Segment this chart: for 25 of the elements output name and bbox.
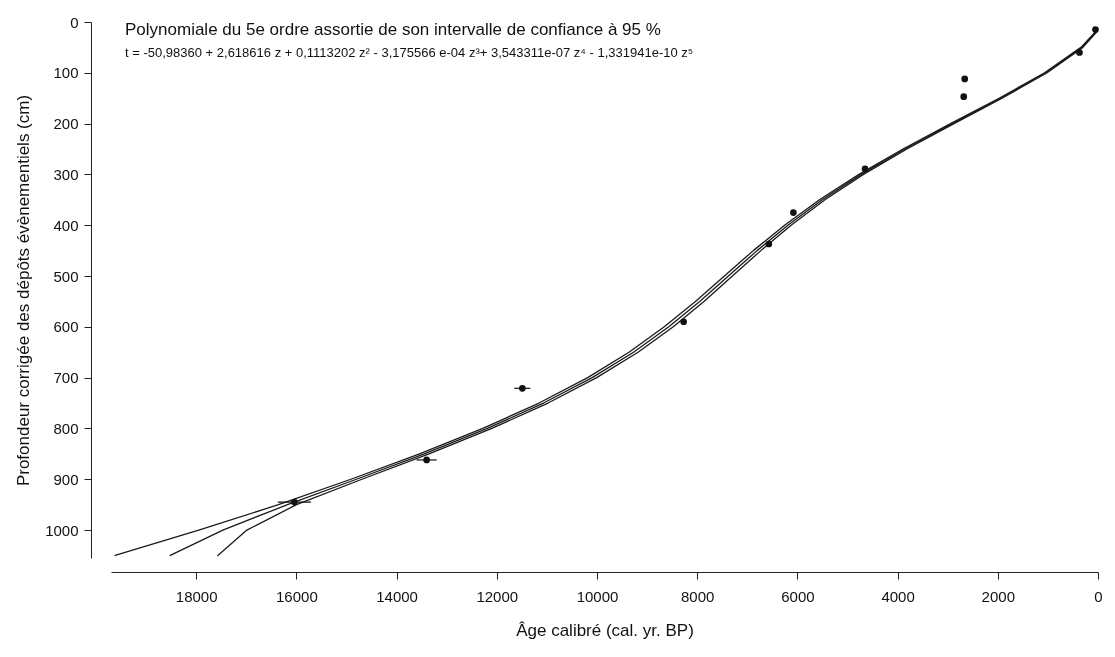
annotation: Polynomiale du 5e ordre assortie de son intervalle de confiance à 95 %	[125, 20, 661, 39]
y-tick-label: 400	[53, 216, 79, 234]
y-axis-title: Profondeur corrigée des dépôts évènementiels (cm)	[14, 94, 34, 487]
y-tick-label: 900	[53, 470, 79, 488]
x-tick-label: 4000	[881, 587, 915, 605]
y-tick-label: 0	[70, 13, 79, 31]
x-tick-label: 6000	[781, 587, 815, 605]
x-tick-label: 2000	[981, 587, 1015, 605]
x-tick-label: 12000	[476, 587, 519, 605]
y-tick-label: 300	[53, 165, 79, 183]
y-tick-label: 800	[53, 419, 79, 437]
x-tick-label: 0	[1094, 587, 1103, 605]
y-tick-label: 600	[53, 318, 79, 336]
y-tick-label: 500	[53, 267, 79, 285]
y-tick-label: 700	[53, 369, 79, 387]
x-axis-title: Âge calibré (cal. yr. BP)	[516, 620, 694, 640]
x-tick-label: 8000	[681, 587, 715, 605]
x-tick-label: 16000	[276, 587, 318, 605]
x-tick-label: 10000	[576, 587, 619, 605]
x-tick-label: 14000	[376, 587, 418, 605]
y-tick-label: 200	[53, 115, 79, 133]
y-tick-label: 1000	[45, 521, 79, 539]
x-tick-label: 18000	[175, 587, 218, 605]
annotation: t = -50,98360 + 2,618616 z + 0,1113202 z² - 3,175566 e-04 z³+ 3,543311e-07 z⁴ - 1,331941e-10 z⁵	[125, 45, 694, 60]
y-tick-label: 100	[53, 64, 79, 82]
